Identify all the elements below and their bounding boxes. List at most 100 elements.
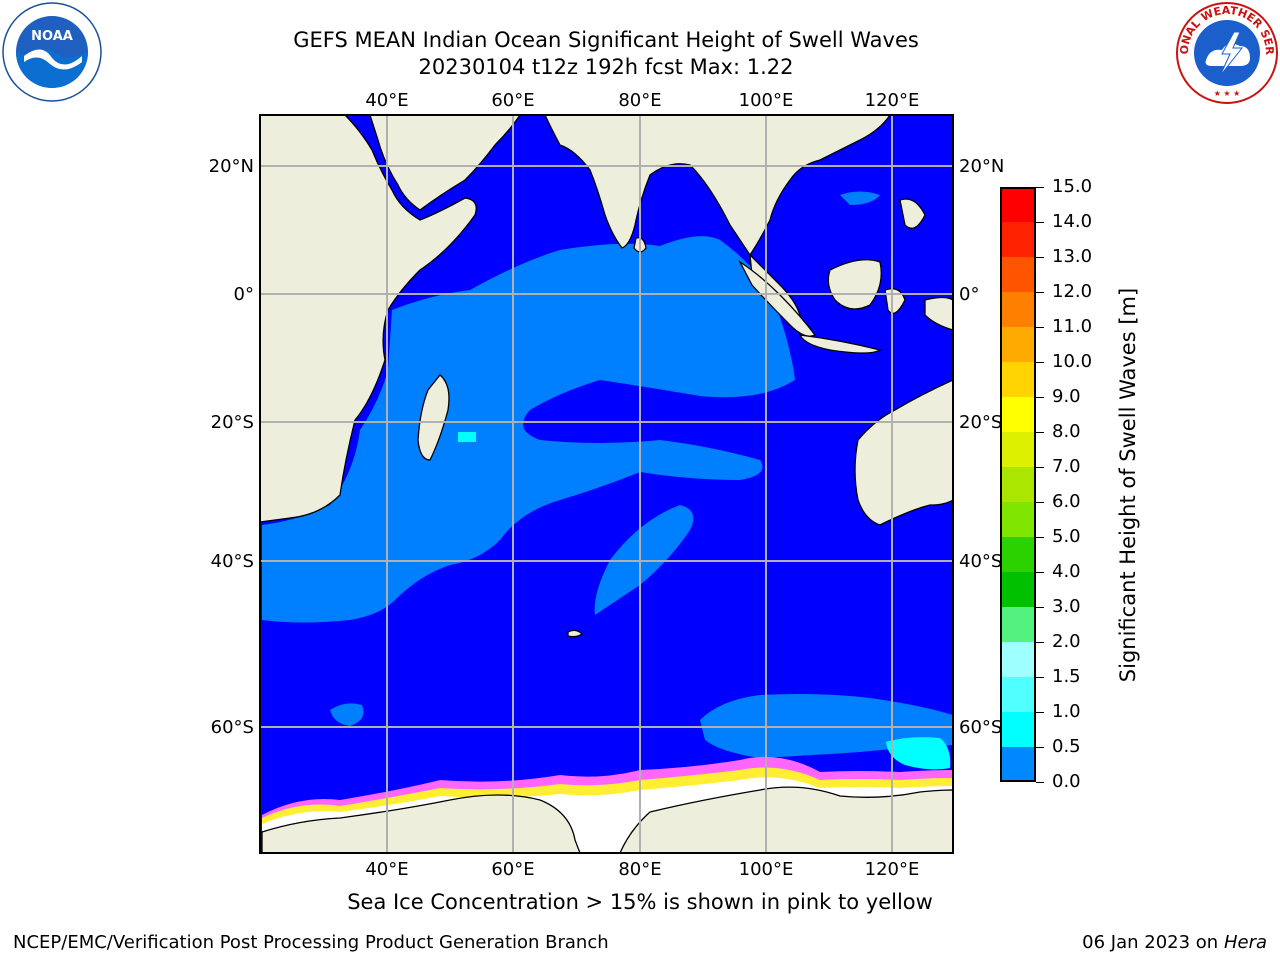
colorbar-band: [1000, 607, 1036, 643]
colorbar-tick-mark: [1036, 467, 1044, 468]
colorbar-tick-mark: [1036, 677, 1044, 678]
lon-label: 80°E: [618, 90, 661, 111]
colorbar-tick-label: 10.0: [1052, 351, 1093, 372]
colorbar-band: [1000, 187, 1036, 223]
map-title: GEFS MEAN Indian Ocean Significant Heigh…: [293, 28, 919, 52]
land-arabia: [369, 115, 521, 211]
colorbar-tick-mark: [1036, 257, 1044, 258]
land-borneo: [827, 259, 882, 310]
lon-label: 40°E: [365, 859, 408, 880]
colorbar-tick-label: 11.0: [1052, 316, 1093, 337]
colorbar-tick-mark: [1036, 572, 1044, 573]
lat-label: 60°S: [211, 717, 254, 738]
lat-label: 20°N: [959, 156, 1004, 177]
lon-label: 120°E: [865, 859, 920, 880]
colorbar-tick-mark: [1036, 712, 1044, 713]
colorbar-tick-label: 15.0: [1052, 176, 1093, 197]
colorbar-tick-label: 5.0: [1052, 526, 1081, 547]
lat-label: 20°S: [959, 412, 1002, 433]
colorbar-band: [1000, 502, 1036, 538]
colorbar-tick-mark: [1036, 187, 1044, 188]
noaa-logo: NOAA: [2, 2, 102, 102]
lat-label: 20°N: [209, 156, 254, 177]
land-madagascar: [417, 374, 450, 461]
map-frame: [259, 114, 954, 854]
colorbar-tick-label: 1.5: [1052, 666, 1081, 687]
land-africa: [260, 115, 477, 523]
lon-label: 100°E: [739, 90, 794, 111]
colorbar-tick-mark: [1036, 397, 1044, 398]
colorbar-band: [1000, 572, 1036, 608]
colorbar-band: [1000, 362, 1036, 398]
colorbar-tick-label: 8.0: [1052, 421, 1081, 442]
lon-labels-bottom: 40°E 60°E 80°E 100°E 120°E: [365, 859, 919, 880]
colorbar-tick-label: 2.0: [1052, 631, 1081, 652]
lat-label: 40°S: [959, 551, 1002, 572]
lon-label: 120°E: [865, 90, 920, 111]
colorbar-band: [1000, 712, 1036, 748]
swell-region-mid: [262, 236, 795, 623]
swell-patch-high: [458, 432, 476, 442]
colorbar-tick-label: 13.0: [1052, 246, 1093, 267]
colorbar-band: [1000, 467, 1036, 503]
colorbar-tick-mark: [1036, 502, 1044, 503]
lon-label: 60°E: [491, 90, 534, 111]
colorbar-band: [1000, 327, 1036, 363]
lat-label: 60°S: [959, 717, 1002, 738]
date-text: 06 Jan 2023 on Hera: [1082, 932, 1267, 953]
land-philippines: [899, 198, 926, 229]
colorbar-tick-label: 6.0: [1052, 491, 1081, 512]
colorbar-band: [1000, 642, 1036, 678]
lat-label: 20°S: [211, 412, 254, 433]
land: [260, 115, 953, 853]
map-subtitle: 20230104 t12z 192h fcst Max: 1.22: [418, 55, 794, 79]
colorbar: [1000, 187, 1036, 782]
swell-region-high: [886, 737, 951, 770]
colorbar-tick-label: 3.0: [1052, 596, 1081, 617]
colorbar-tick-mark: [1036, 642, 1044, 643]
colorbar-tick-label: 14.0: [1052, 211, 1093, 232]
graticule: [260, 115, 953, 853]
colorbar-band: [1000, 432, 1036, 468]
colorbar-band: [1000, 292, 1036, 328]
swell-region-mid-3: [840, 191, 880, 205]
svg-text:★ ★ ★: ★ ★ ★: [1214, 89, 1241, 98]
colorbar-tick-mark: [1036, 362, 1044, 363]
colorbar-tick-mark: [1036, 747, 1044, 748]
colorbar-tick-label: 1.0: [1052, 701, 1081, 722]
colorbar-band: [1000, 257, 1036, 293]
sea-ice-note: Sea Ice Concentration > 15% is shown in …: [347, 890, 933, 914]
colorbar-band: [1000, 677, 1036, 713]
colorbar-tick-mark: [1036, 327, 1044, 328]
nws-logo: NATIONAL WEATHER SERVICE ★ ★ ★: [1176, 2, 1278, 104]
colorbar-tick-label: 4.0: [1052, 561, 1081, 582]
colorbar-label: Significant Height of Swell Waves [m]: [1116, 287, 1140, 683]
lat-labels-left: 20°N 0° 20°S 40°S 60°S: [209, 156, 254, 738]
colorbar-band: [1000, 747, 1036, 782]
lon-label: 80°E: [618, 859, 661, 880]
colorbar-tick-mark: [1036, 782, 1044, 783]
colorbar-tick-mark: [1036, 292, 1044, 293]
colorbar-tick-mark: [1036, 432, 1044, 433]
lat-label: 0°: [234, 284, 254, 305]
lon-label: 40°E: [365, 90, 408, 111]
colorbar-tick-mark: [1036, 607, 1044, 608]
colorbar-tick-mark: [1036, 537, 1044, 538]
colorbar-tick-label: 7.0: [1052, 456, 1081, 477]
land-new-guinea: [924, 296, 953, 331]
machine-name: Hera: [1223, 932, 1267, 953]
swell-region-mid-4: [330, 703, 364, 726]
colorbar-tick-label: 12.0: [1052, 281, 1093, 302]
lat-label: 40°S: [211, 551, 254, 572]
colorbar-tick-label: 0.5: [1052, 736, 1081, 757]
colorbar-band: [1000, 222, 1036, 258]
lon-label: 60°E: [491, 859, 534, 880]
colorbar-tick-label: 0.0: [1052, 771, 1081, 792]
lon-label: 100°E: [739, 859, 794, 880]
colorbar-tick-label: 9.0: [1052, 386, 1081, 407]
lat-label: 0°: [959, 284, 979, 305]
colorbar-band: [1000, 537, 1036, 573]
land-java: [798, 334, 882, 354]
land-antarctica: [261, 794, 581, 853]
